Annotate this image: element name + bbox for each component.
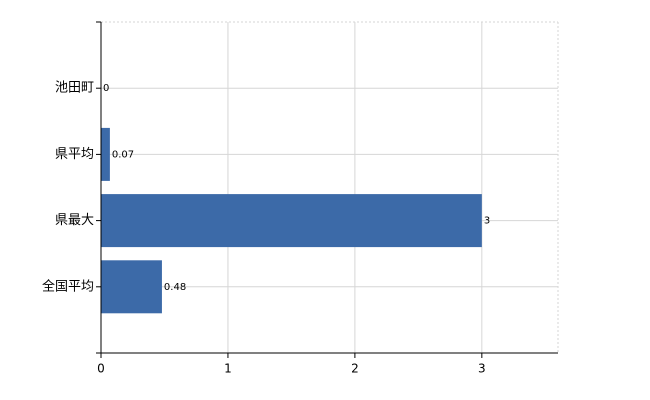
x-tick-label: 2 [351, 362, 359, 376]
y-tick-label: 全国平均 [42, 278, 94, 294]
value-label: 0 [103, 83, 109, 94]
x-tick-label: 3 [478, 362, 486, 376]
y-tick-label: 県平均 [55, 147, 94, 162]
value-label: 0.07 [112, 149, 134, 160]
bar [101, 127, 110, 181]
x-tick-label: 1 [224, 362, 232, 376]
value-label: 0.48 [164, 282, 186, 293]
value-label: 3 [484, 216, 490, 227]
bar [101, 194, 482, 248]
y-tick-label: 県最大 [55, 213, 94, 228]
x-tick-label: 0 [97, 362, 105, 376]
bar [101, 260, 162, 314]
y-tick-label: 池田町 [55, 81, 94, 96]
